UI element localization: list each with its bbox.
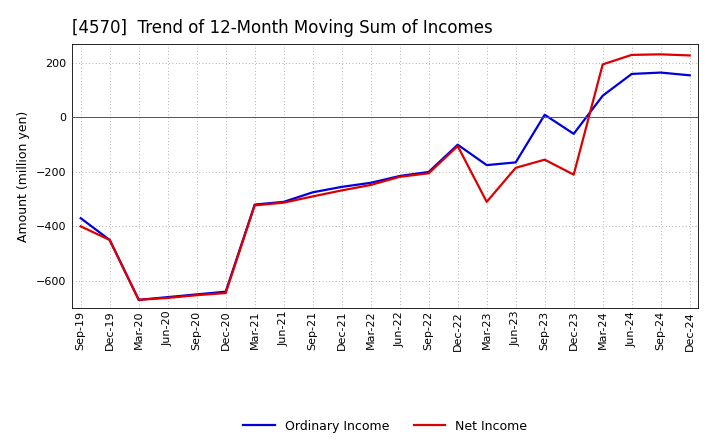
Net Income	[454, 143, 462, 149]
Ordinary Income	[308, 190, 317, 195]
Y-axis label: Amount (million yen): Amount (million yen)	[17, 110, 30, 242]
Ordinary Income	[338, 184, 346, 190]
Net Income	[424, 171, 433, 176]
Net Income	[163, 295, 172, 301]
Ordinary Income	[657, 70, 665, 75]
Ordinary Income	[279, 199, 288, 205]
Net Income	[395, 174, 404, 180]
Ordinary Income	[541, 112, 549, 117]
Net Income	[482, 199, 491, 205]
Net Income	[192, 293, 201, 298]
Line: Ordinary Income: Ordinary Income	[81, 73, 690, 300]
Ordinary Income	[511, 160, 520, 165]
Ordinary Income	[105, 237, 114, 242]
Ordinary Income	[685, 73, 694, 78]
Ordinary Income	[135, 297, 143, 302]
Net Income	[511, 165, 520, 170]
Ordinary Income	[598, 93, 607, 99]
Ordinary Income	[424, 169, 433, 175]
Ordinary Income	[627, 71, 636, 77]
Net Income	[541, 157, 549, 162]
Net Income	[221, 290, 230, 296]
Ordinary Income	[366, 180, 375, 185]
Net Income	[657, 52, 665, 57]
Net Income	[279, 200, 288, 205]
Ordinary Income	[192, 292, 201, 297]
Net Income	[338, 188, 346, 193]
Net Income	[366, 182, 375, 187]
Line: Net Income: Net Income	[81, 55, 690, 300]
Net Income	[105, 237, 114, 242]
Legend: Ordinary Income, Net Income: Ordinary Income, Net Income	[238, 414, 532, 437]
Net Income	[251, 203, 259, 208]
Net Income	[627, 52, 636, 58]
Ordinary Income	[482, 162, 491, 168]
Net Income	[598, 62, 607, 67]
Text: [4570]  Trend of 12-Month Moving Sum of Incomes: [4570] Trend of 12-Month Moving Sum of I…	[72, 19, 492, 37]
Ordinary Income	[570, 131, 578, 136]
Ordinary Income	[454, 142, 462, 147]
Ordinary Income	[76, 216, 85, 221]
Ordinary Income	[251, 202, 259, 207]
Net Income	[570, 172, 578, 177]
Ordinary Income	[163, 294, 172, 300]
Ordinary Income	[395, 173, 404, 179]
Net Income	[685, 53, 694, 58]
Net Income	[135, 297, 143, 302]
Ordinary Income	[221, 289, 230, 294]
Net Income	[308, 194, 317, 199]
Net Income	[76, 224, 85, 229]
